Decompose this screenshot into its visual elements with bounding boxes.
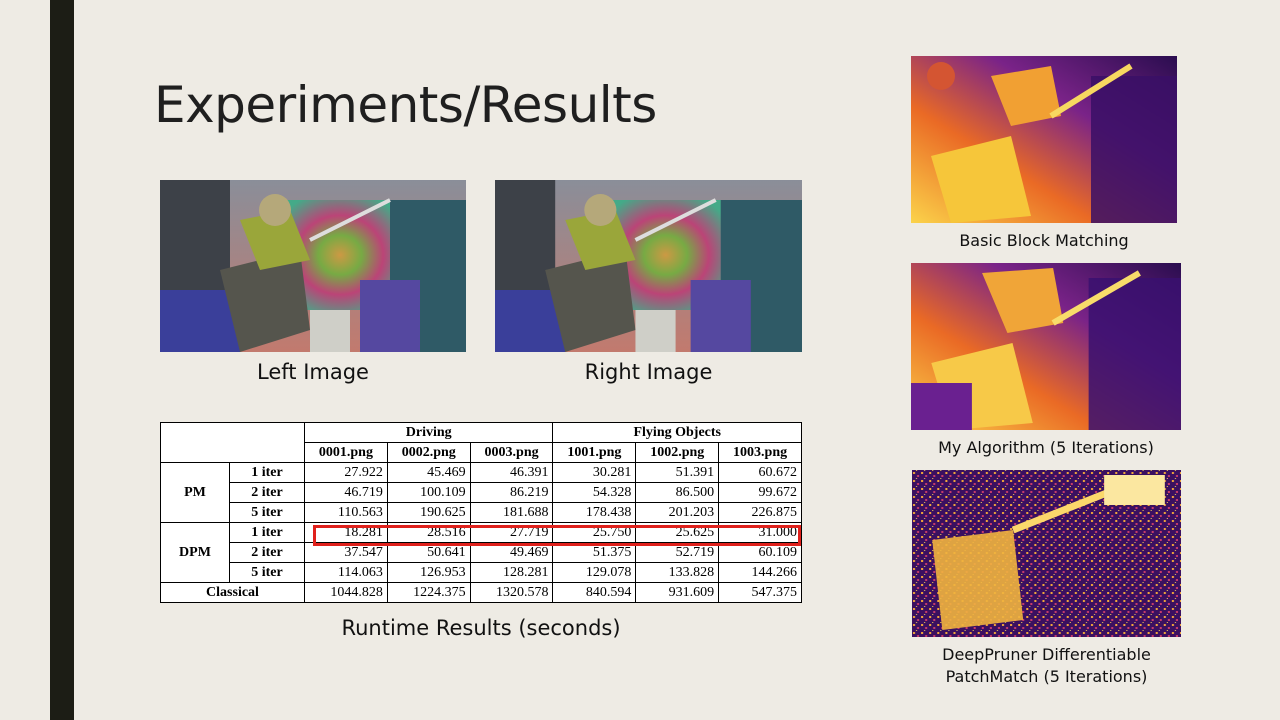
iter-label: 1 iter [229, 462, 305, 483]
group-header-flying: Flying Objects [552, 422, 802, 443]
table-cell: 133.828 [635, 562, 720, 583]
table-row: 5 iter 110.563 190.625 181.688 178.438 2… [161, 502, 802, 523]
file-header: 1002.png [635, 442, 720, 463]
table-cell: 100.109 [386, 482, 471, 503]
basic-block-matching-caption: Basic Block Matching [959, 231, 1129, 250]
deeppruner-caption-line1: DeepPruner Differentiable [942, 645, 1151, 664]
table-cell: 60.672 [718, 462, 802, 483]
basic-block-matching-disparity-map [911, 56, 1177, 223]
table-cell: 1320.578 [469, 582, 554, 603]
my-algorithm-disparity-map [911, 263, 1181, 430]
iter-label: 5 iter [229, 502, 305, 523]
table-row: PM 1 iter 27.922 45.469 46.391 30.281 51… [160, 462, 802, 523]
table-cell: 46.391 [469, 462, 554, 483]
table-row: 5 iter 114.063 126.953 128.281 129.078 1… [161, 562, 802, 583]
table-cell: 110.563 [304, 502, 388, 523]
table-cell: 27.922 [304, 462, 388, 483]
group-label-dpm: DPM [160, 522, 230, 583]
iter-label: 2 iter [229, 542, 305, 563]
table-row: Classical 1044.828 1224.375 1320.578 840… [160, 582, 802, 603]
file-header: 1003.png [718, 442, 802, 463]
iter-label: 1 iter [229, 522, 305, 543]
table-cell: 86.219 [469, 482, 554, 503]
deeppruner-caption-line2: PatchMatch (5 Iterations) [945, 667, 1148, 686]
table-row: DPM 1 iter 18.281 28.516 27.719 25.750 2… [160, 522, 802, 583]
classical-label: Classical [160, 582, 305, 603]
deeppruner-caption: DeepPruner Differentiable PatchMatch (5 … [912, 644, 1181, 688]
table-caption: Runtime Results (seconds) [341, 616, 621, 640]
table-cell: 114.063 [304, 562, 388, 583]
dpm-1iter-highlight-box [313, 525, 801, 546]
right-image-caption: Right Image [584, 360, 713, 384]
table-cell: 99.672 [718, 482, 802, 503]
table-cell: 547.375 [718, 582, 802, 603]
table-cell: 226.875 [718, 502, 802, 523]
iter-label: 5 iter [229, 562, 305, 583]
table-cell: 181.688 [469, 502, 554, 523]
file-header: 0001.png [304, 442, 388, 463]
table-cell: 1044.828 [304, 582, 388, 603]
deeppruner-disparity-map [912, 470, 1181, 637]
left-stereo-image [160, 180, 466, 352]
table-cell: 86.500 [635, 482, 720, 503]
table-cell: 129.078 [552, 562, 637, 583]
file-header: 0002.png [386, 442, 471, 463]
table-cell: 45.469 [386, 462, 471, 483]
table-cell: 1224.375 [386, 582, 471, 603]
table-cell: 126.953 [386, 562, 471, 583]
slide-title: Experiments/Results [154, 76, 657, 134]
table-cell: 54.328 [552, 482, 637, 503]
left-image-caption: Left Image [257, 360, 369, 384]
left-accent-bar [50, 0, 74, 720]
iter-label: 2 iter [229, 482, 305, 503]
table-cell: 144.266 [718, 562, 802, 583]
table-cell: 190.625 [386, 502, 471, 523]
table-cell: 51.391 [635, 462, 720, 483]
my-algorithm-caption: My Algorithm (5 Iterations) [938, 438, 1154, 457]
table-cell: 46.719 [304, 482, 388, 503]
group-label-pm: PM [160, 462, 230, 523]
file-header: 1001.png [552, 442, 637, 463]
table-cell: 931.609 [635, 582, 720, 603]
table-cell: 128.281 [469, 562, 554, 583]
group-header-driving: Driving [303, 422, 554, 443]
right-stereo-image [495, 180, 802, 352]
runtime-results-table: Driving Flying Objects 0001.png 0002.png… [160, 422, 802, 603]
table-cell: 178.438 [552, 502, 637, 523]
table-cell: 840.594 [552, 582, 637, 603]
table-corner [160, 422, 305, 463]
table-cell: 201.203 [635, 502, 720, 523]
table-cell: 30.281 [552, 462, 637, 483]
file-header: 0003.png [469, 442, 554, 463]
table-row: 2 iter 46.719 100.109 86.219 54.328 86.5… [161, 482, 802, 503]
